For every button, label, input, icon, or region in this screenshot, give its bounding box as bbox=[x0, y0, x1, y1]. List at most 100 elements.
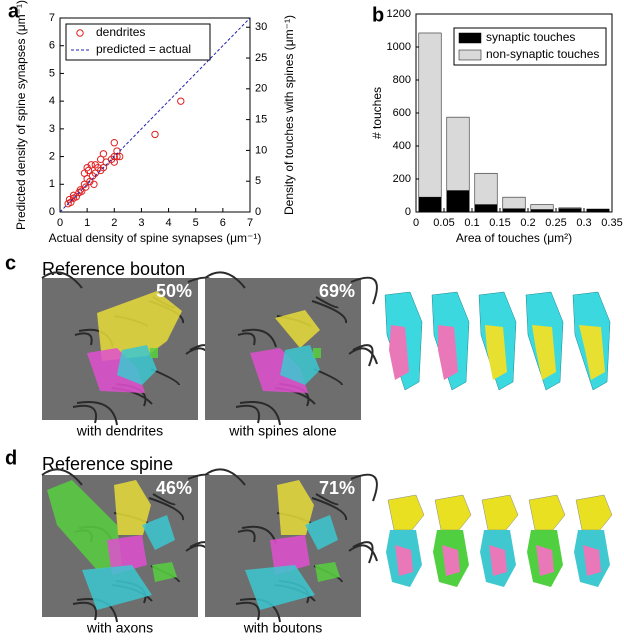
membrane bbox=[41, 468, 83, 486]
membrane bbox=[352, 541, 374, 564]
membrane bbox=[241, 328, 277, 348]
bar bbox=[558, 207, 582, 209]
reconstruction bbox=[389, 325, 409, 380]
x-tick-label: 0.15 bbox=[489, 217, 510, 229]
segment bbox=[114, 480, 151, 535]
y-tick-label: 5 bbox=[49, 67, 55, 79]
percent-label: 69% bbox=[319, 281, 355, 301]
membrane bbox=[235, 404, 260, 424]
y2-tick-label: 15 bbox=[255, 114, 267, 126]
segment bbox=[117, 345, 157, 385]
membrane bbox=[74, 332, 93, 346]
membrane bbox=[235, 601, 260, 621]
membrane bbox=[311, 300, 348, 324]
y-tick-label: 0 bbox=[49, 206, 55, 218]
reconstruction bbox=[579, 325, 605, 380]
segment bbox=[315, 562, 340, 582]
reconstruction bbox=[575, 494, 613, 531]
legend-marker bbox=[76, 29, 84, 37]
y-tick-label: 1200 bbox=[387, 8, 411, 20]
x-axis-label: Area of touches (μm²) bbox=[456, 231, 572, 245]
y2-tick-label: 25 bbox=[255, 52, 267, 64]
membrane bbox=[350, 276, 378, 305]
legend-label: predicted = actual bbox=[96, 42, 191, 56]
segment bbox=[107, 535, 147, 575]
membrane bbox=[204, 468, 246, 486]
y-tick-label: 7 bbox=[49, 12, 55, 24]
segment bbox=[142, 515, 175, 550]
y2-tick-label: 30 bbox=[255, 21, 267, 33]
membrane bbox=[72, 601, 97, 621]
bar bbox=[418, 32, 442, 198]
image-caption: with boutons bbox=[243, 620, 323, 636]
segment bbox=[82, 565, 152, 610]
y-tick-label: 200 bbox=[393, 173, 411, 185]
y-tick-label: 2 bbox=[49, 150, 55, 162]
bar bbox=[530, 209, 554, 213]
x-axis-label: Actual density of spine synapses (μm⁻¹) bbox=[49, 231, 262, 245]
legend-swatch bbox=[458, 32, 482, 44]
membrane bbox=[152, 493, 176, 506]
reconstruction bbox=[481, 494, 519, 531]
reconstruction bbox=[489, 545, 507, 576]
panel-label: d bbox=[5, 447, 17, 469]
panel-label: c bbox=[5, 252, 16, 274]
panel-label: a bbox=[8, 0, 20, 22]
reconstruction bbox=[485, 325, 507, 380]
em-image bbox=[204, 271, 378, 426]
panel-title: Reference spine bbox=[42, 454, 173, 474]
legend-label: dendrites bbox=[96, 25, 145, 39]
y2-tick-label: 20 bbox=[255, 83, 267, 95]
y2-axis-label: Density of touches with spines (μm⁻¹) bbox=[282, 15, 296, 215]
x-tick-label: 4 bbox=[166, 217, 172, 229]
segment bbox=[245, 565, 315, 610]
reconstruction bbox=[583, 545, 601, 576]
y-tick-label: 400 bbox=[393, 140, 411, 152]
membrane bbox=[72, 404, 97, 424]
y-axis-label: Predicted density of spine synapses (μm⁻… bbox=[14, 0, 28, 230]
reference-line bbox=[59, 17, 251, 213]
y-tick-label: 6 bbox=[49, 40, 55, 52]
data-point bbox=[151, 130, 159, 139]
membrane bbox=[348, 347, 378, 365]
y2-tick-label: 0 bbox=[255, 206, 261, 218]
x-tick-label: 3 bbox=[138, 217, 144, 229]
em-image bbox=[41, 468, 215, 623]
segment bbox=[152, 562, 177, 582]
y2-tick-label: 10 bbox=[255, 144, 267, 156]
membrane bbox=[311, 497, 348, 521]
y-tick-label: 4 bbox=[49, 95, 55, 107]
reconstruction bbox=[438, 325, 458, 380]
x-tick-label: 0 bbox=[413, 217, 419, 229]
reconstruction bbox=[395, 545, 413, 576]
data-point bbox=[99, 150, 108, 158]
membrane bbox=[315, 493, 339, 506]
membrane bbox=[204, 271, 246, 289]
image-caption: with dendrites bbox=[76, 423, 163, 439]
y-tick-label: 800 bbox=[393, 74, 411, 86]
y-tick-label: 3 bbox=[49, 123, 55, 135]
segment bbox=[277, 480, 314, 535]
bar bbox=[558, 208, 582, 213]
segment bbox=[280, 345, 320, 385]
y-tick-label: 1 bbox=[49, 178, 55, 190]
x-tick-label: 6 bbox=[220, 217, 226, 229]
panel-label: b bbox=[372, 4, 384, 26]
legend-swatch bbox=[458, 49, 482, 61]
bar bbox=[502, 208, 526, 213]
image-caption: with axons bbox=[86, 620, 153, 636]
x-tick-label: 2 bbox=[111, 217, 117, 229]
x-tick-label: 7 bbox=[247, 217, 253, 229]
reconstruction bbox=[434, 494, 472, 531]
membrane bbox=[237, 332, 256, 346]
bar bbox=[474, 204, 498, 213]
data-point bbox=[90, 180, 98, 188]
x-tick-label: 1 bbox=[84, 217, 90, 229]
x-tick-label: 0.35 bbox=[601, 217, 622, 229]
y2-tick-label: 5 bbox=[255, 175, 261, 187]
x-tick-label: 0 bbox=[57, 217, 63, 229]
segment bbox=[150, 348, 158, 358]
reconstruction bbox=[387, 494, 425, 531]
segment bbox=[305, 515, 338, 550]
